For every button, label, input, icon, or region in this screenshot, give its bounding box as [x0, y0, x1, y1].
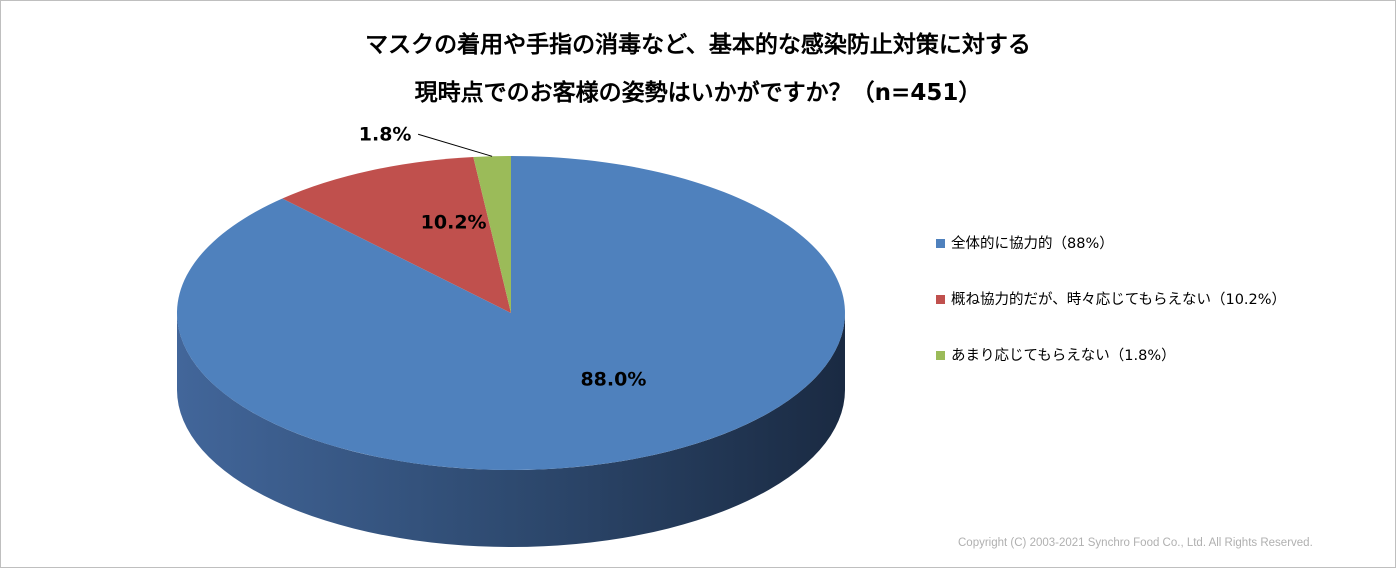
legend-item-2: 概ね協力的だが、時々応じてもらえない（10.2%）	[936, 288, 1286, 309]
legend-swatch-2	[936, 294, 945, 304]
pie-side-wall-slice-1	[177, 313, 845, 547]
leader-line-slice-3	[417, 133, 493, 157]
legend-swatch-3	[936, 350, 945, 360]
data-label-slice-1: 88.0%	[580, 369, 646, 391]
copyright-notice: Copyright (C) 2003-2021 Synchro Food Co.…	[958, 537, 1313, 549]
chart-title-line-1: マスクの着用や手指の消毒など、基本的な感染防止対策に対する	[365, 32, 1031, 58]
legend-label-1: 全体的に協力的（88%）	[951, 236, 1114, 252]
chart-title-line-2: 現時点でのお客様の姿勢はいかがですか？（n=451）	[414, 80, 982, 106]
pie-slice-2	[282, 157, 511, 313]
legend-item-3: あまり応じてもらえない（1.8%）	[936, 344, 1176, 365]
pie-data-labels: 88.0% 10.2% 1.8%	[359, 123, 647, 390]
pie-slice-3	[473, 156, 511, 313]
pie-slice-1	[176, 156, 845, 470]
data-label-slice-3: 1.8%	[359, 123, 412, 145]
pie-side-wall	[177, 313, 845, 547]
data-label-slice-2: 10.2%	[421, 211, 487, 233]
pie-top-face	[176, 156, 845, 470]
legend-label-2: 概ね協力的だが、時々応じてもらえない（10.2%）	[951, 292, 1287, 308]
legend-swatch-1	[936, 238, 945, 248]
legend-label-3: あまり応じてもらえない（1.8%）	[951, 348, 1176, 364]
legend-item-1: 全体的に協力的（88%）	[936, 232, 1114, 253]
